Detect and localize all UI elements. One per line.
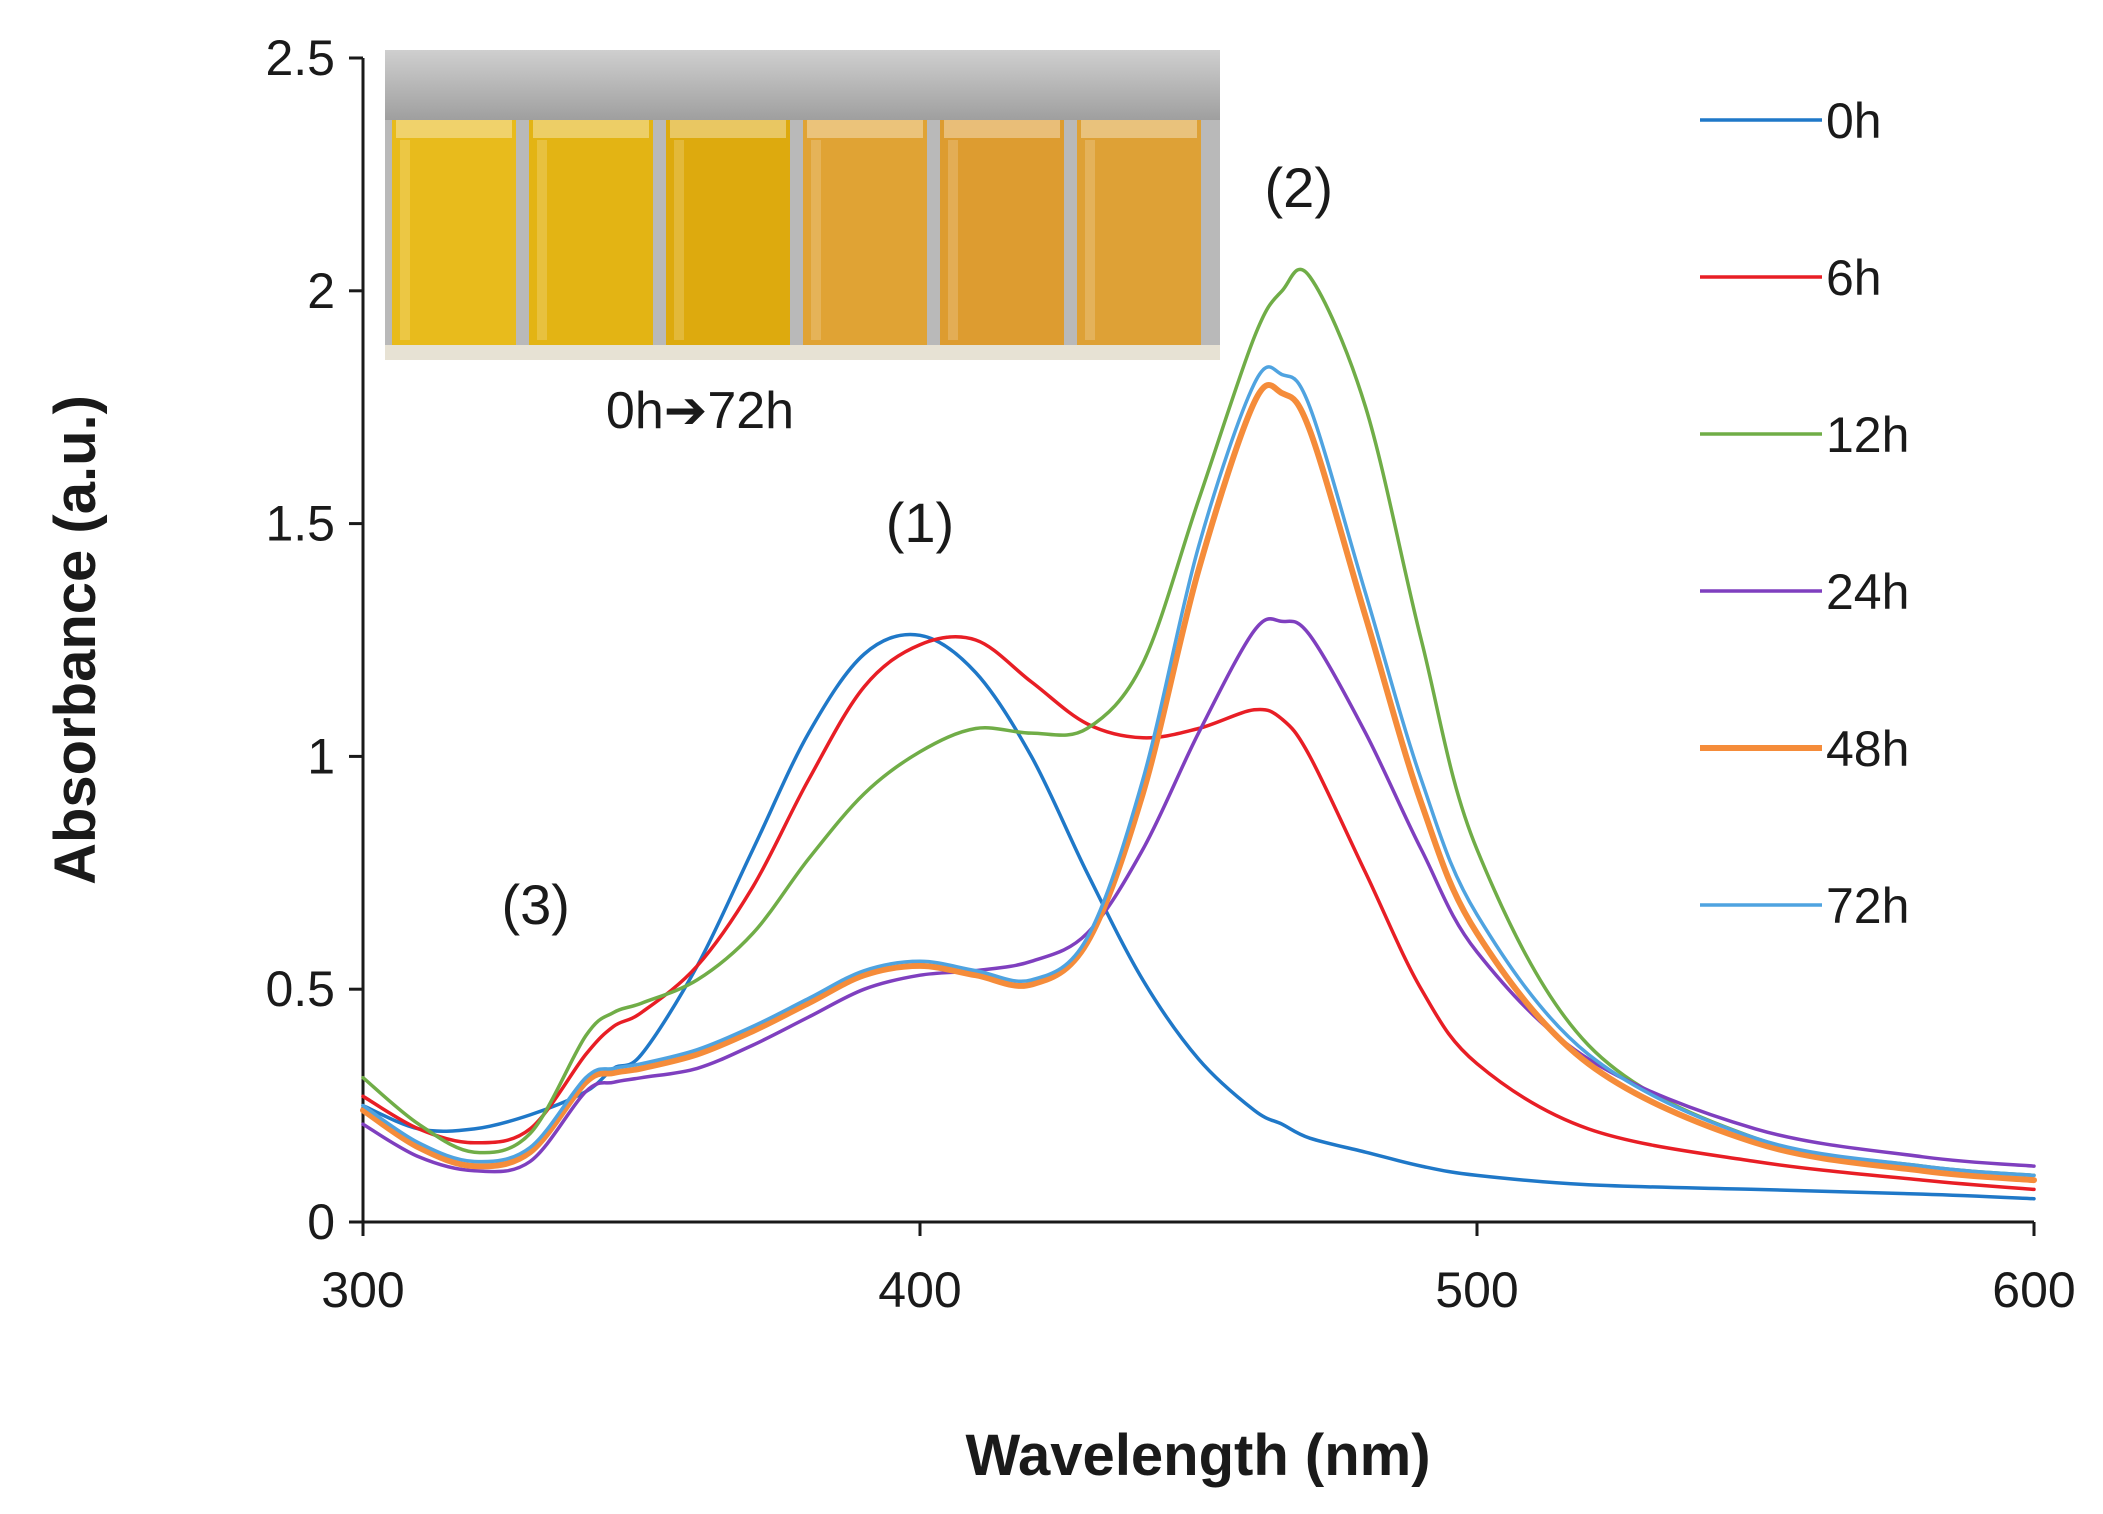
- legend-label-6h: 6h: [1826, 250, 1882, 306]
- y-tick-label: 2: [307, 263, 335, 319]
- y-axis-ticks: 0 0.5 1 1.5 2 2.5: [265, 30, 363, 1250]
- series-line-48h: [360, 382, 2037, 1184]
- x-tick-label: 500: [1435, 1262, 1518, 1318]
- series-line-0h: [361, 632, 2036, 1201]
- peak-annotations: (1) (2) (3): [501, 156, 1333, 936]
- legend: 0h 6h 12h 24h 48h 72h: [1700, 93, 1909, 934]
- legend-label-12h: 12h: [1826, 407, 1909, 463]
- x-tick-label: 400: [878, 1262, 961, 1318]
- x-tick-label: 600: [1992, 1262, 2075, 1318]
- series-line-72h: [361, 365, 2036, 1178]
- series-line-6h: [361, 634, 2036, 1192]
- vial-highlight: [1085, 140, 1095, 340]
- y-tick-label: 1.5: [265, 496, 335, 552]
- vial: [803, 120, 927, 345]
- vials-inset-photo: [385, 50, 1220, 360]
- vial-meniscus: [944, 120, 1060, 138]
- vial-meniscus: [396, 120, 512, 138]
- vial: [529, 120, 653, 345]
- peak-annotation: (3): [501, 873, 569, 936]
- vial: [940, 120, 1064, 345]
- vial-meniscus: [533, 120, 649, 138]
- peak-annotation: (2): [1265, 156, 1333, 219]
- vial-highlight: [674, 140, 684, 340]
- y-tick-label: 2.5: [265, 30, 335, 86]
- y-tick-label: 0.5: [265, 961, 335, 1017]
- y-tick-label: 1: [307, 728, 335, 784]
- x-tick-label: 300: [321, 1262, 404, 1318]
- legend-label-72h: 72h: [1826, 878, 1909, 934]
- vial-highlight: [537, 140, 547, 340]
- series-line-24h: [361, 617, 2036, 1174]
- series-line-12h: [361, 267, 2036, 1178]
- vial-meniscus: [807, 120, 923, 138]
- series-lines: [360, 267, 2037, 1201]
- x-axis-title: Wavelength (nm): [965, 1423, 1430, 1488]
- vial-meniscus: [670, 120, 786, 138]
- legend-label-24h: 24h: [1826, 564, 1909, 620]
- vial-highlight: [400, 140, 410, 340]
- y-axis-title: Absorbance (a.u.): [43, 395, 108, 885]
- legend-label-0h: 0h: [1826, 93, 1882, 149]
- peak-annotation: (1): [886, 491, 954, 554]
- x-axis-ticks: 300 400 500 600: [321, 1222, 2076, 1318]
- vial-highlight: [811, 140, 821, 340]
- vial-meniscus: [1081, 120, 1197, 138]
- vial: [392, 120, 516, 345]
- legend-label-48h: 48h: [1826, 721, 1909, 777]
- vial: [1077, 120, 1201, 345]
- inset-caption: 0h➔72h: [606, 382, 794, 440]
- vial-highlight: [948, 140, 958, 340]
- vial: [666, 120, 790, 345]
- y-tick-label: 0: [307, 1194, 335, 1250]
